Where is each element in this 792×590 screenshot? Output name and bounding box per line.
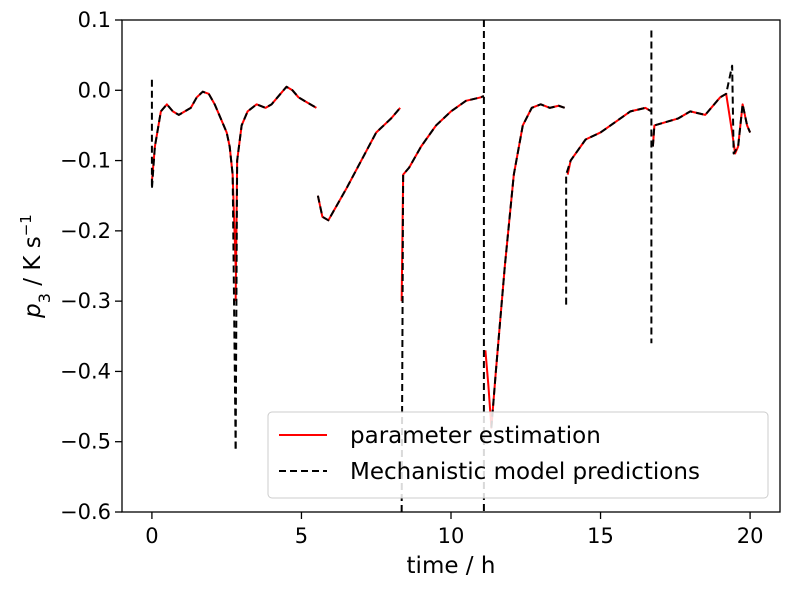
y-axis-title-unit: / K s	[20, 236, 46, 293]
series-mechanistic-model-segment-3	[400, 95, 485, 513]
x-tick-label: 10	[438, 524, 465, 548]
series-parameter-estimation-segment-5	[566, 106, 652, 175]
series-parameter-estimation-segment-3	[400, 95, 485, 302]
y-tick-label: −0.5	[60, 430, 111, 454]
series-mechanistic-model-segment-6	[565, 106, 652, 305]
y-tick-label: 0.0	[78, 78, 111, 102]
y-axis-title: p3 / K s−1	[17, 214, 54, 319]
x-tick-label: 5	[295, 524, 308, 548]
y-tick-label: −0.1	[60, 149, 111, 173]
series-parameter-estimation-segment-0	[150, 90, 237, 267]
series-mechanistic-model-segment-2	[316, 107, 401, 222]
y-tick-label: 0.1	[78, 8, 111, 32]
x-tick-label: 0	[145, 524, 158, 548]
y-axis-title-var: p	[20, 303, 46, 319]
legend: parameter estimation Mechanistic model p…	[267, 411, 769, 499]
x-tick-label: 15	[587, 524, 614, 548]
x-tick-label: 20	[737, 524, 764, 548]
series-parameter-estimation-segment-1	[234, 85, 317, 302]
series-mechanistic-model-segment-8	[651, 64, 752, 155]
series-mechanistic-model-segment-1	[234, 85, 317, 449]
series-mechanistic-model-segment-5	[490, 103, 565, 428]
x-axis-title: time / h	[407, 553, 496, 579]
y-tick-label: −0.6	[60, 500, 111, 524]
y-axis-title-superscript: −1	[17, 214, 35, 236]
y-tick-label: −0.2	[60, 219, 111, 243]
y-axis-title-subscript: 3	[35, 293, 54, 303]
y-tick-label: −0.4	[60, 359, 111, 383]
series-parameter-estimation-segment-6	[651, 92, 752, 155]
series-parameter-estimation-segment-4	[484, 103, 565, 429]
x-axis: 0 5 10 15 20	[145, 512, 763, 548]
y-tick-label: −0.3	[60, 289, 111, 313]
legend-box	[267, 411, 769, 499]
y-axis: 0.1 0.0 −0.1 −0.2 −0.3 −0.4 −0.5 −0.6	[60, 8, 122, 524]
series-mechanistic-model-segment-0	[150, 79, 237, 449]
legend-label-mechanistic-model: Mechanistic model predictions	[350, 459, 700, 485]
legend-label-parameter-estimation: parameter estimation	[350, 423, 601, 449]
